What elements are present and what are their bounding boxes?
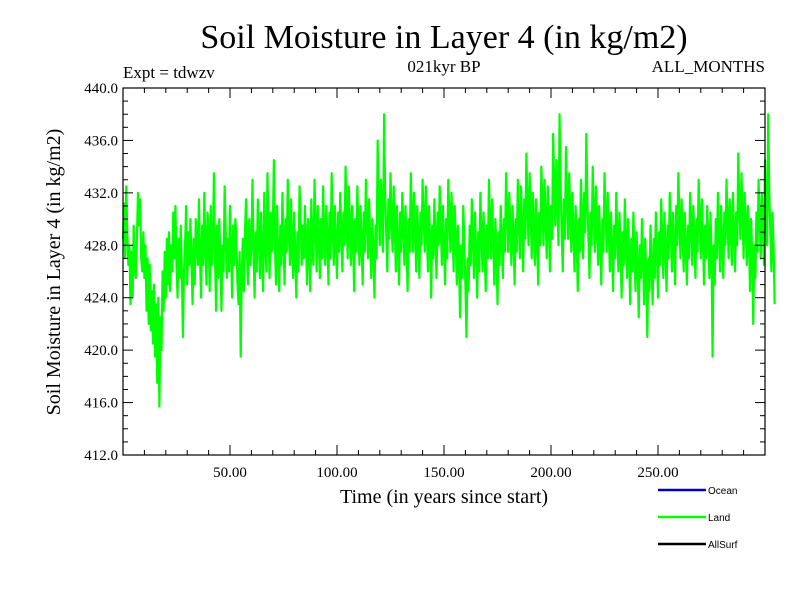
y-tick-label: 436.0 [84, 133, 118, 149]
x-tick-label: 200.00 [530, 465, 571, 481]
plot-axes-layer: 50.00 100.00 150.00 200.00 250.00 412.0 416.0 4… [84, 81, 766, 481]
legend-label-allsurf: AllSurf [708, 540, 738, 551]
x-axis-label: Time (in years since start) [340, 486, 548, 508]
legend-label-land: Land [708, 513, 730, 524]
x-tick-label: 150.00 [423, 465, 464, 481]
chart-title: Soil Moisture in Layer 4 (in kg/m2) [200, 19, 687, 56]
series-line-land [121, 113, 776, 408]
legend-label-ocean: Ocean [708, 486, 737, 497]
legend: Ocean Land AllSurf [658, 486, 738, 551]
x-tick-label: 250.00 [637, 465, 678, 481]
y-tick-label: 412.0 [84, 448, 118, 464]
plot-data-layer [121, 113, 776, 408]
y-tick-label: 432.0 [84, 186, 118, 202]
months-label: ALL_MONTHS [652, 57, 765, 76]
y-tick-label: 428.0 [84, 238, 118, 254]
y-axis-label: Soil Moisture in Layer 4 (in kg/m2) [43, 129, 65, 416]
y-tick-label: 420.0 [84, 343, 118, 359]
y-tick-label: 424.0 [84, 291, 118, 307]
expt-label: Expt = tdwzv [123, 63, 215, 82]
x-tick-label: 50.00 [213, 465, 247, 481]
period-label: 021kyr BP [407, 57, 480, 76]
y-tick-label: 440.0 [84, 81, 118, 97]
y-tick-label: 416.0 [84, 396, 118, 412]
x-tick-label: 100.00 [316, 465, 357, 481]
